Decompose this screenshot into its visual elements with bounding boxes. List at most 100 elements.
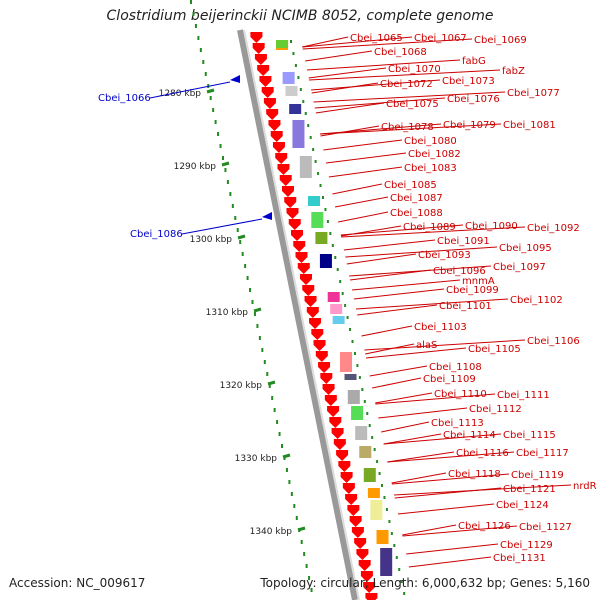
gene-arrow [293, 241, 306, 252]
label-leader-line [406, 543, 499, 555]
gene-arrow [363, 582, 376, 593]
inner-track-dot [297, 76, 300, 79]
reverse-label-leader [149, 81, 231, 99]
inner-track-dot [326, 220, 329, 223]
track-dot [212, 108, 215, 112]
gene-arrow [311, 329, 324, 340]
gene-arrow [300, 274, 313, 285]
track-dot [217, 132, 220, 136]
track-dot [285, 468, 288, 472]
track-dot [197, 36, 200, 40]
gene-feature-block [332, 316, 345, 324]
gene-arrow [254, 54, 267, 65]
gene-label: Cbei_1067 [414, 33, 467, 44]
kbp-tick-label: 1280 kbp [159, 89, 202, 99]
gene-label: Cbei_1103 [414, 322, 467, 333]
label-leader-line [338, 211, 389, 223]
accession-text: Accession: NC_009617 [9, 576, 146, 590]
track-dot [310, 588, 313, 592]
gene-feature-block [289, 104, 302, 114]
label-leader-line [349, 265, 492, 277]
kbp-tick-label: 1290 kbp [174, 162, 217, 172]
label-leader-line [323, 139, 403, 151]
label-leader-line [302, 38, 473, 50]
gene-label: Cbei_1129 [500, 540, 553, 551]
gene-arrow [257, 65, 270, 76]
label-leader-line [302, 36, 349, 48]
gene-label: Cbei_1090 [465, 221, 518, 232]
gene-label: Cbei_1115 [503, 430, 556, 441]
inner-track-dot [393, 544, 396, 547]
gene-label: Cbei_1075 [386, 99, 439, 110]
inner-track-dot [334, 256, 337, 259]
gene-arrow [270, 131, 283, 142]
gene-feature-block [276, 40, 289, 48]
gene-label: Cbei_1111 [497, 390, 550, 401]
label-leader-line [372, 377, 422, 389]
label-leader-line [361, 325, 413, 337]
inner-track-dot [353, 352, 356, 355]
track-dot [281, 444, 284, 448]
gene-feature-block [308, 196, 321, 206]
gene-label: Cbei_1102 [510, 295, 563, 306]
inner-track-dot [371, 436, 374, 439]
inner-track-dot [290, 40, 292, 43]
inner-track-dot [349, 328, 352, 331]
inner-track-dot [383, 496, 386, 499]
gene-label: Cbei_1127 [519, 522, 572, 533]
gene-arrow [286, 208, 299, 219]
gene-label: Cbei_1078 [381, 122, 434, 133]
gene-label: Cbei_1097 [493, 262, 546, 273]
gene-arrow [365, 593, 378, 600]
gene-feature-block [351, 406, 364, 420]
label-leader-line [308, 67, 387, 79]
gene-arrow [306, 307, 319, 318]
track-dot [199, 48, 202, 52]
track-dot [290, 492, 293, 496]
label-leader-line [387, 451, 515, 463]
gene-arrow [342, 483, 355, 494]
gene-label: Cbei_1088 [390, 208, 443, 219]
track-dot [258, 336, 261, 340]
gene-arrow [288, 219, 301, 230]
kbp-tick-mark [267, 380, 276, 386]
gene-feature-block [376, 530, 389, 544]
gene-label: Cbei_1116 [456, 448, 509, 459]
track-dot [209, 96, 212, 100]
gene-label: Cbei_1073 [442, 76, 495, 87]
gene-arrow [268, 120, 281, 131]
label-leader-line [369, 365, 428, 377]
gene-label: Cbei_1076 [447, 94, 500, 105]
inner-track-dot [304, 112, 307, 115]
track-dot [273, 408, 276, 412]
inner-track-dot [395, 556, 398, 559]
genome-backbone-highlight [243, 29, 360, 600]
track-dot [278, 432, 281, 436]
track-dot [202, 60, 205, 64]
gene-feature-block [330, 304, 343, 314]
kbp-tick-label: 1310 kbp [206, 308, 249, 318]
track-dot [263, 360, 266, 364]
label-leader-line [320, 125, 380, 137]
track-dot [300, 540, 303, 544]
inner-track-dot [385, 508, 388, 511]
label-leader-line [402, 525, 518, 537]
gene-feature-block [367, 488, 380, 498]
gene-label: fabZ [502, 66, 525, 77]
track-dot [251, 300, 254, 304]
gene-label: Cbei_1069 [474, 35, 527, 46]
label-leader-line [343, 239, 436, 251]
track-dot [256, 324, 259, 328]
inner-track-dot [381, 484, 384, 487]
gene-label: Cbei_1091 [437, 236, 490, 247]
label-leader-line [320, 123, 502, 135]
label-leader-line [355, 298, 509, 310]
track-dot [204, 72, 207, 76]
label-leader-line [375, 392, 433, 404]
reverse-gene-label: Cbei_1066 [98, 93, 151, 104]
inner-track-dot [336, 268, 339, 271]
map-title: Clostridium beijerinckii NCIMB 8052, com… [106, 8, 494, 24]
kbp-tick-label: 1330 kbp [235, 454, 278, 464]
gene-label: Cbei_1131 [493, 553, 546, 564]
